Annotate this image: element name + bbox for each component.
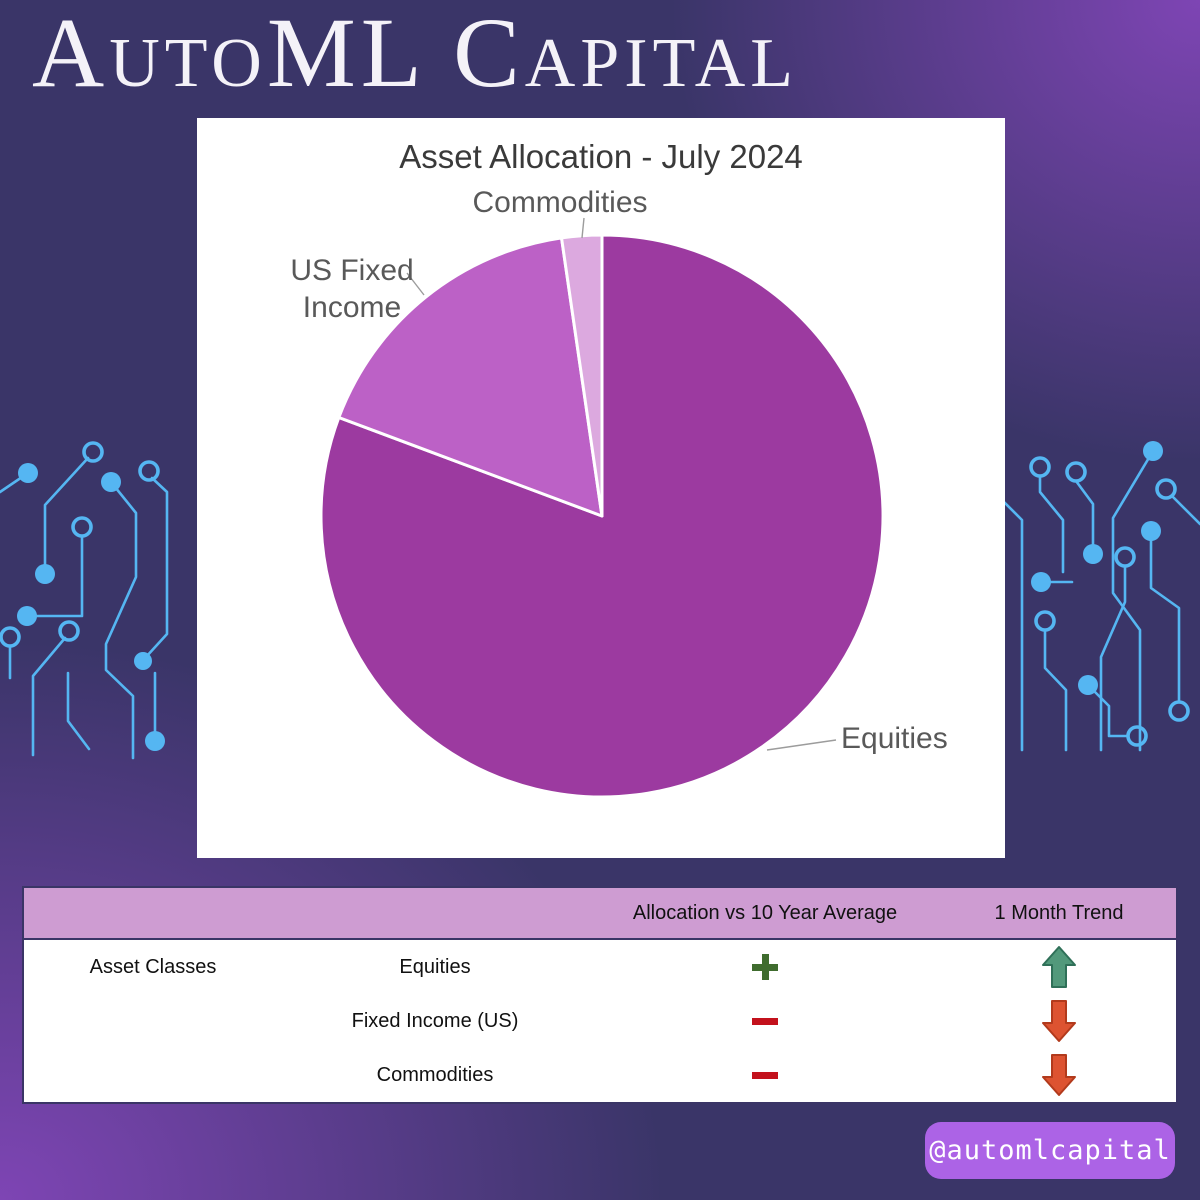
- minus-icon: [750, 1060, 780, 1090]
- pie-slices: [319, 233, 885, 799]
- pie-label-equities: Equities: [841, 722, 948, 755]
- column-header-allocation-vs-10yr: Allocation vs 10 Year Average: [632, 901, 898, 924]
- asset-name: Equities: [399, 955, 471, 978]
- table-header-row: Allocation vs 10 Year Average 1 Month Tr…: [24, 888, 1176, 940]
- asset-name: Commodities: [376, 1063, 494, 1086]
- pie-label-commodities: Commodities: [472, 186, 647, 219]
- row-group-label: Asset Classes: [89, 955, 217, 978]
- chart-title: Asset Allocation - July 2024: [399, 138, 803, 175]
- trend-up-arrow-icon: [1042, 946, 1076, 988]
- leader-line-commodities: [581, 217, 585, 239]
- plus-icon: [750, 952, 780, 982]
- social-handle-badge[interactable]: @automlcapital: [925, 1122, 1175, 1179]
- leader-line-us-fixed-income: [406, 272, 425, 296]
- asset-name: Fixed Income (US): [351, 1009, 519, 1032]
- asset-allocation-pie-chart: Commodities US Fixed Income Equities: [290, 186, 948, 799]
- circuit-board-decoration-left: [0, 441, 169, 760]
- table-row: Fixed Income (US): [24, 994, 1176, 1048]
- circuit-board-decoration-right: [1000, 441, 1200, 752]
- column-header-1-month-trend: 1 Month Trend: [994, 901, 1124, 924]
- leader-line-equities: [766, 739, 837, 751]
- table-row: Asset Classes Equities: [24, 940, 1176, 994]
- table-row: Commodities: [24, 1048, 1176, 1102]
- allocation-table: Allocation vs 10 Year Average 1 Month Tr…: [22, 886, 1178, 1104]
- trend-down-arrow-icon: [1042, 1054, 1076, 1096]
- trend-down-arrow-icon: [1042, 1000, 1076, 1042]
- brand-title: AutoML Capital: [32, 0, 799, 108]
- pie-slice-us-fixed-income: [337, 236, 604, 518]
- pie-label-us-fixed: US Fixed: [290, 254, 413, 287]
- pie-label-income: Income: [303, 291, 401, 324]
- minus-icon: [750, 1006, 780, 1036]
- chart-card: Commodities US Fixed Income Equities Ass…: [197, 118, 1005, 858]
